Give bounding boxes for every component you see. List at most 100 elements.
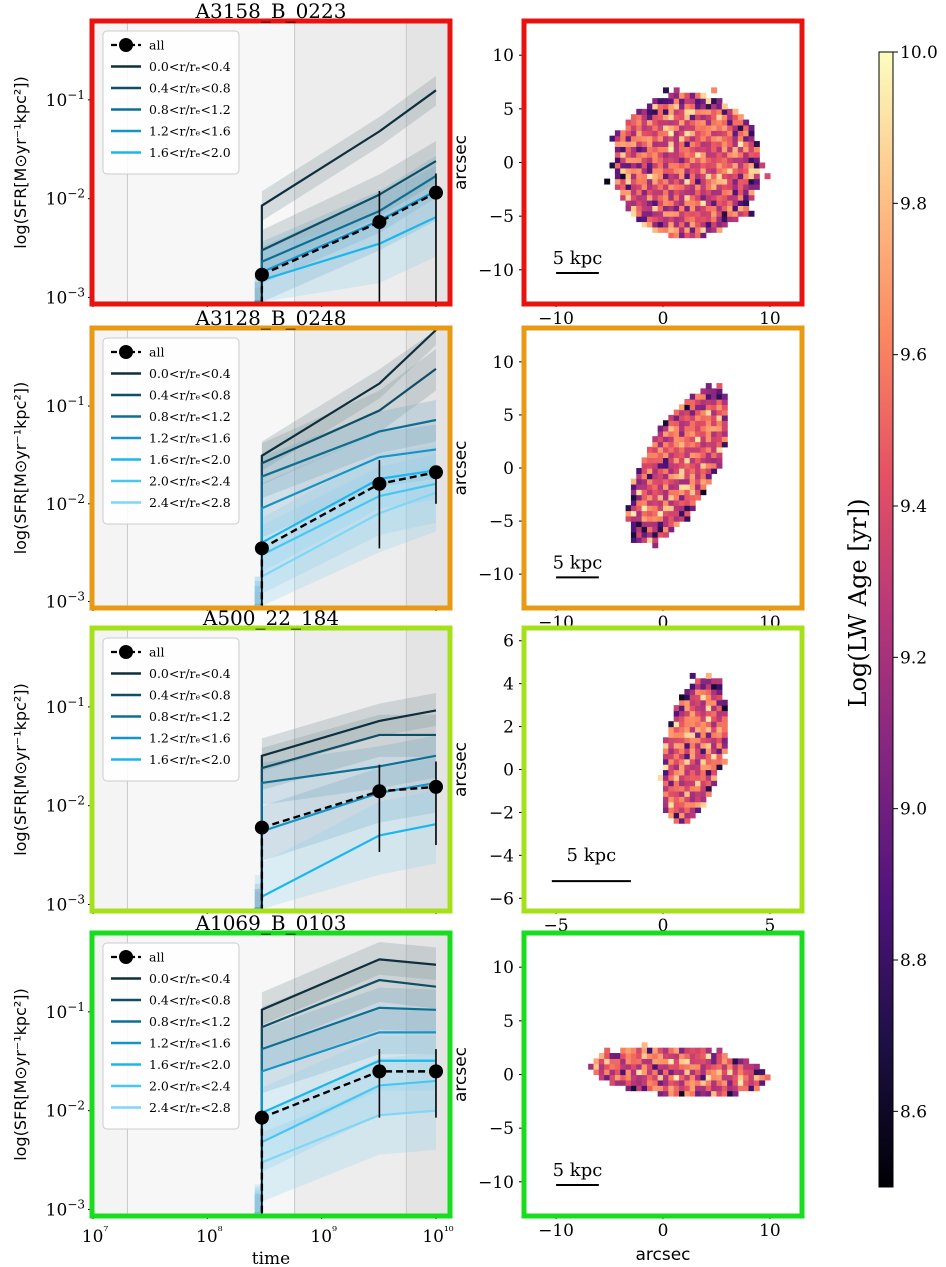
time-bin-shade xyxy=(406,23,449,302)
map-pixel xyxy=(609,1069,616,1076)
map-pixel xyxy=(716,157,723,164)
map-pixel xyxy=(705,678,712,685)
map-pixel xyxy=(679,494,685,501)
map-pixel xyxy=(711,210,718,217)
map-pixel xyxy=(753,151,760,158)
map-pixel xyxy=(668,135,675,142)
map-pixel xyxy=(652,494,659,501)
map-pixel xyxy=(663,178,669,185)
map-pixel xyxy=(630,119,637,126)
map-pixel xyxy=(695,173,702,180)
map-pixel xyxy=(721,420,728,427)
map-pixel xyxy=(743,167,750,174)
legend-label: 1.2<r/rₑ<1.6 xyxy=(149,731,231,746)
y-tick-label: 10−2 xyxy=(46,187,85,210)
map-pixel xyxy=(673,726,680,733)
map-pixel xyxy=(641,162,648,169)
map-pixel xyxy=(689,210,696,217)
map-pixel xyxy=(721,210,728,217)
map-pixel xyxy=(620,157,627,164)
map-pixel xyxy=(695,205,702,212)
map-pixel xyxy=(695,726,702,733)
map-pixel xyxy=(700,1074,707,1081)
map-pixel xyxy=(711,753,718,760)
map-pixel xyxy=(668,232,675,239)
map-pixel xyxy=(646,141,653,147)
map-pixel xyxy=(684,748,691,754)
map-pixel xyxy=(679,468,685,474)
map-pixel xyxy=(614,1074,621,1081)
map-pixel xyxy=(700,146,707,153)
map-pixel xyxy=(711,1069,718,1076)
map-pixel xyxy=(652,200,659,207)
map-pixel xyxy=(673,769,680,776)
map-pixel xyxy=(700,103,707,110)
map-pixel xyxy=(652,483,659,490)
map-pixel xyxy=(673,178,680,185)
map-pixel xyxy=(684,505,691,512)
map-pixel xyxy=(684,473,691,480)
map-pixel xyxy=(684,1058,691,1065)
map-pixel xyxy=(652,173,659,180)
map-pixel xyxy=(753,157,760,164)
map-pixel xyxy=(732,108,739,115)
map-pixel xyxy=(684,98,691,105)
map-pixel xyxy=(743,157,750,164)
uncertainty-band xyxy=(254,959,436,1214)
uncertainty-band xyxy=(254,330,436,606)
map-pixel xyxy=(657,1074,664,1081)
map-pixel xyxy=(620,1058,627,1065)
map-pixel xyxy=(695,774,702,781)
map-pixel xyxy=(689,221,696,228)
map-pixel xyxy=(695,489,702,496)
map-pixel xyxy=(679,489,685,496)
map-pixel xyxy=(630,178,637,185)
map-pixel xyxy=(700,715,707,722)
map-pixel xyxy=(646,473,653,480)
map-y-tick-label: 0 xyxy=(503,1066,514,1086)
uncertainty-band xyxy=(254,693,436,909)
map-pixel xyxy=(753,162,760,169)
map-pixel xyxy=(684,462,691,469)
map-pixel xyxy=(727,124,734,131)
map-pixel xyxy=(711,200,718,207)
map-pixel xyxy=(646,515,653,522)
map-pixel xyxy=(705,167,712,174)
uncertainty-band xyxy=(254,1053,436,1214)
map-pixel xyxy=(700,173,707,180)
map-pixel xyxy=(679,748,685,754)
legend-label: 2.0<r/rₑ<2.4 xyxy=(149,1079,231,1094)
map-pixel xyxy=(700,446,707,453)
map-pixel xyxy=(727,114,734,121)
map-pixel xyxy=(705,221,712,228)
map-pixel xyxy=(636,478,643,485)
map-pixel xyxy=(630,1047,637,1054)
map-pixel xyxy=(657,1079,664,1086)
map-pixel xyxy=(652,119,659,126)
scale-bar: 5 kpc xyxy=(553,1160,602,1187)
map-pixel xyxy=(684,452,691,459)
map-pixel xyxy=(716,226,723,233)
map-pixel xyxy=(700,801,707,808)
uncertainty-band xyxy=(254,1009,436,1214)
map-pixel xyxy=(657,178,664,185)
map-pixel xyxy=(657,151,664,158)
map-pixel xyxy=(716,457,723,464)
map-y-tick-label: −4 xyxy=(489,846,514,866)
map-pixel xyxy=(716,462,723,469)
map-pixel xyxy=(679,232,685,239)
map-pixel xyxy=(700,483,707,490)
map-pixel xyxy=(684,494,691,501)
legend-marker xyxy=(119,345,133,359)
map-pixel xyxy=(684,705,691,712)
all-marker xyxy=(428,1064,443,1079)
map-pixel xyxy=(705,157,712,164)
map-pixel xyxy=(727,162,734,169)
map-pixel xyxy=(668,221,675,228)
map-pixel xyxy=(700,1090,707,1097)
map-pixel xyxy=(689,1079,696,1086)
map-pixel xyxy=(700,114,707,121)
map-pixel xyxy=(727,183,734,190)
map-pixel xyxy=(716,446,723,453)
map-pixel xyxy=(636,1053,643,1059)
